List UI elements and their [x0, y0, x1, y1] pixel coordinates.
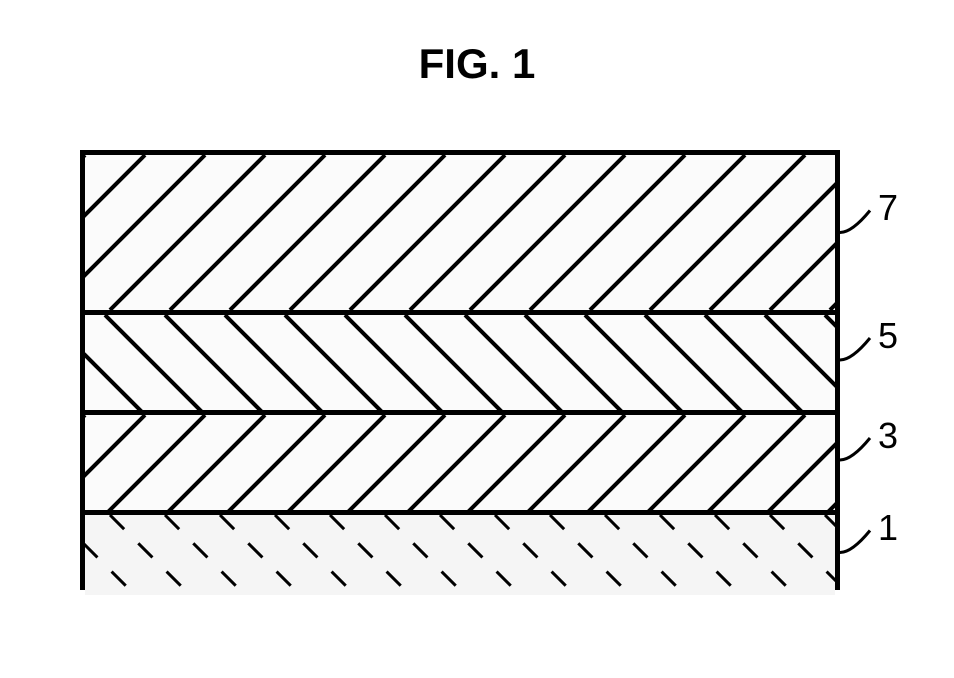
layer-3 [85, 410, 835, 510]
leader-layer-1 [840, 531, 870, 553]
layer-5 [85, 310, 835, 410]
label-layer-3: 3 [878, 415, 898, 457]
label-layer-7: 7 [878, 187, 898, 229]
label-layer-5: 5 [878, 315, 898, 357]
leader-layer-3 [840, 438, 870, 460]
leader-layer-7 [840, 211, 870, 233]
layer-1 [85, 510, 835, 595]
label-layer-1: 1 [878, 507, 898, 549]
leader-layer-5 [840, 338, 870, 360]
figure-title: FIG. 1 [0, 40, 954, 88]
layer-7 [85, 155, 835, 310]
layer-stack-diagram [80, 150, 840, 590]
stage: FIG. 1 7 5 3 1 [0, 0, 954, 678]
